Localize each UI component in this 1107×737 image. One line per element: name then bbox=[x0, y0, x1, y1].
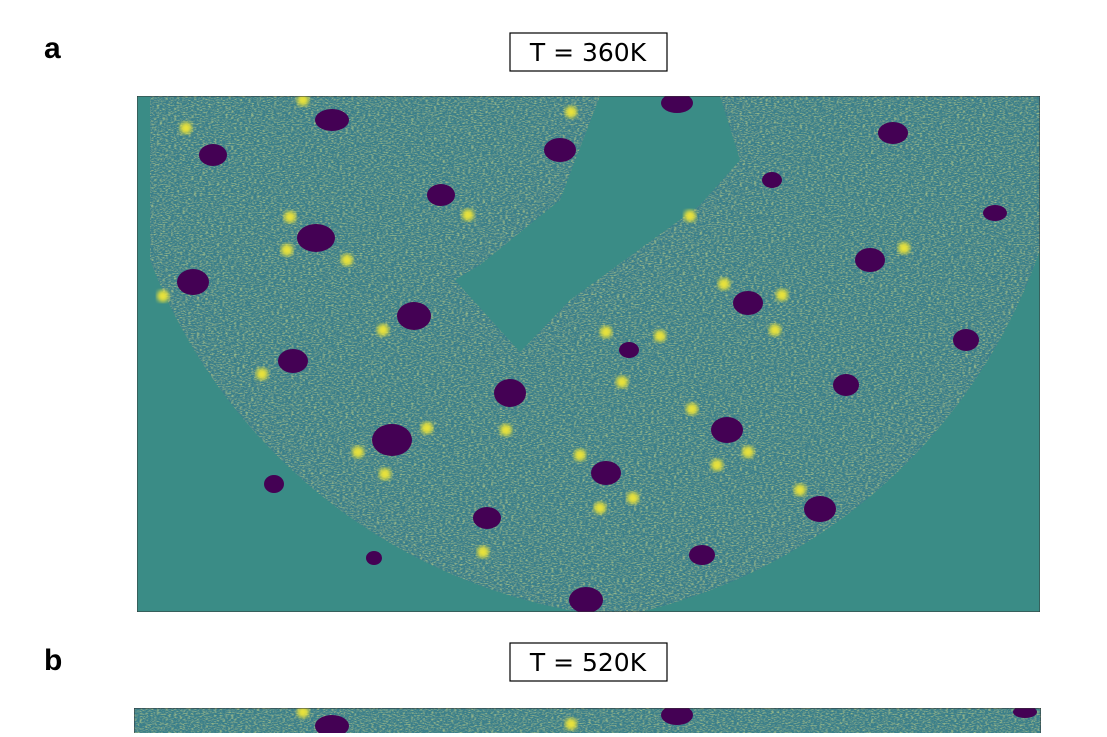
panel-label: a bbox=[44, 32, 61, 65]
dark-spot bbox=[689, 545, 715, 565]
bright-spot bbox=[565, 718, 577, 730]
dark-spot bbox=[711, 417, 743, 443]
dark-spot bbox=[297, 224, 335, 252]
bright-spot bbox=[684, 210, 696, 222]
dark-spot bbox=[199, 144, 227, 166]
dark-spot bbox=[544, 138, 576, 162]
dark-spot bbox=[494, 379, 526, 407]
title-box bbox=[509, 32, 668, 72]
bright-spot bbox=[297, 96, 309, 106]
notch bbox=[455, 96, 740, 352]
bright-spot bbox=[180, 122, 192, 134]
dark-spot bbox=[366, 551, 382, 565]
spots bbox=[157, 96, 1007, 612]
bright-spot bbox=[500, 424, 512, 436]
dark-spot bbox=[804, 496, 836, 522]
dark-spot bbox=[427, 184, 455, 206]
bright-spot bbox=[341, 254, 353, 266]
dark-spot bbox=[397, 302, 431, 330]
title-box bbox=[509, 642, 668, 682]
bright-spot bbox=[711, 459, 723, 471]
bright-spot bbox=[574, 449, 586, 461]
bright-spot bbox=[627, 492, 639, 504]
dark-spot bbox=[1013, 708, 1037, 718]
bright-spot bbox=[421, 422, 433, 434]
dark-spot bbox=[591, 461, 621, 485]
bright-spot bbox=[616, 376, 628, 388]
dark-spot bbox=[983, 205, 1007, 221]
dark-spot bbox=[733, 291, 763, 315]
bright-spot bbox=[654, 330, 666, 342]
bright-spot bbox=[565, 106, 577, 118]
panel-title: T = 520K bbox=[529, 648, 647, 677]
bright-spot bbox=[794, 484, 806, 496]
dark-spot bbox=[661, 708, 693, 725]
bright-spot bbox=[776, 289, 788, 301]
bright-spot bbox=[297, 708, 309, 718]
dark-spot bbox=[473, 507, 501, 529]
bright-spot bbox=[379, 468, 391, 480]
dark-spot bbox=[315, 715, 349, 737]
microscopy-image bbox=[137, 96, 1040, 612]
dark-spot bbox=[762, 172, 782, 188]
dark-spot bbox=[619, 342, 639, 358]
bright-spot bbox=[686, 403, 698, 415]
bright-spot bbox=[594, 502, 606, 514]
dark-spot bbox=[569, 587, 603, 612]
image-background bbox=[134, 708, 1041, 737]
bright-spot bbox=[718, 278, 730, 290]
dark-spot bbox=[953, 329, 979, 351]
bright-spot bbox=[284, 211, 296, 223]
bright-spot bbox=[256, 368, 268, 380]
bright-spot bbox=[769, 324, 781, 336]
dark-spot bbox=[264, 475, 284, 493]
bright-spot bbox=[742, 446, 754, 458]
bright-spot bbox=[157, 290, 169, 302]
dark-spot bbox=[278, 349, 308, 373]
dark-spot bbox=[661, 96, 693, 113]
dark-spot bbox=[855, 248, 885, 272]
dark-spot bbox=[878, 122, 908, 144]
dark-spot bbox=[315, 109, 349, 131]
bright-spot bbox=[352, 446, 364, 458]
spots bbox=[297, 708, 1037, 737]
bright-spot bbox=[377, 324, 389, 336]
dark-spot bbox=[372, 424, 412, 456]
dark-spot bbox=[177, 269, 209, 295]
dark-spot bbox=[833, 374, 859, 396]
bright-spot bbox=[600, 326, 612, 338]
bright-spot bbox=[462, 209, 474, 221]
bright-spot bbox=[477, 546, 489, 558]
microscopy-image bbox=[134, 708, 1041, 737]
bright-spot bbox=[281, 244, 293, 256]
scan-region bbox=[150, 96, 1040, 612]
bright-spot bbox=[898, 242, 910, 254]
panel-label: b bbox=[44, 644, 62, 677]
panel-title: T = 360K bbox=[529, 38, 647, 67]
